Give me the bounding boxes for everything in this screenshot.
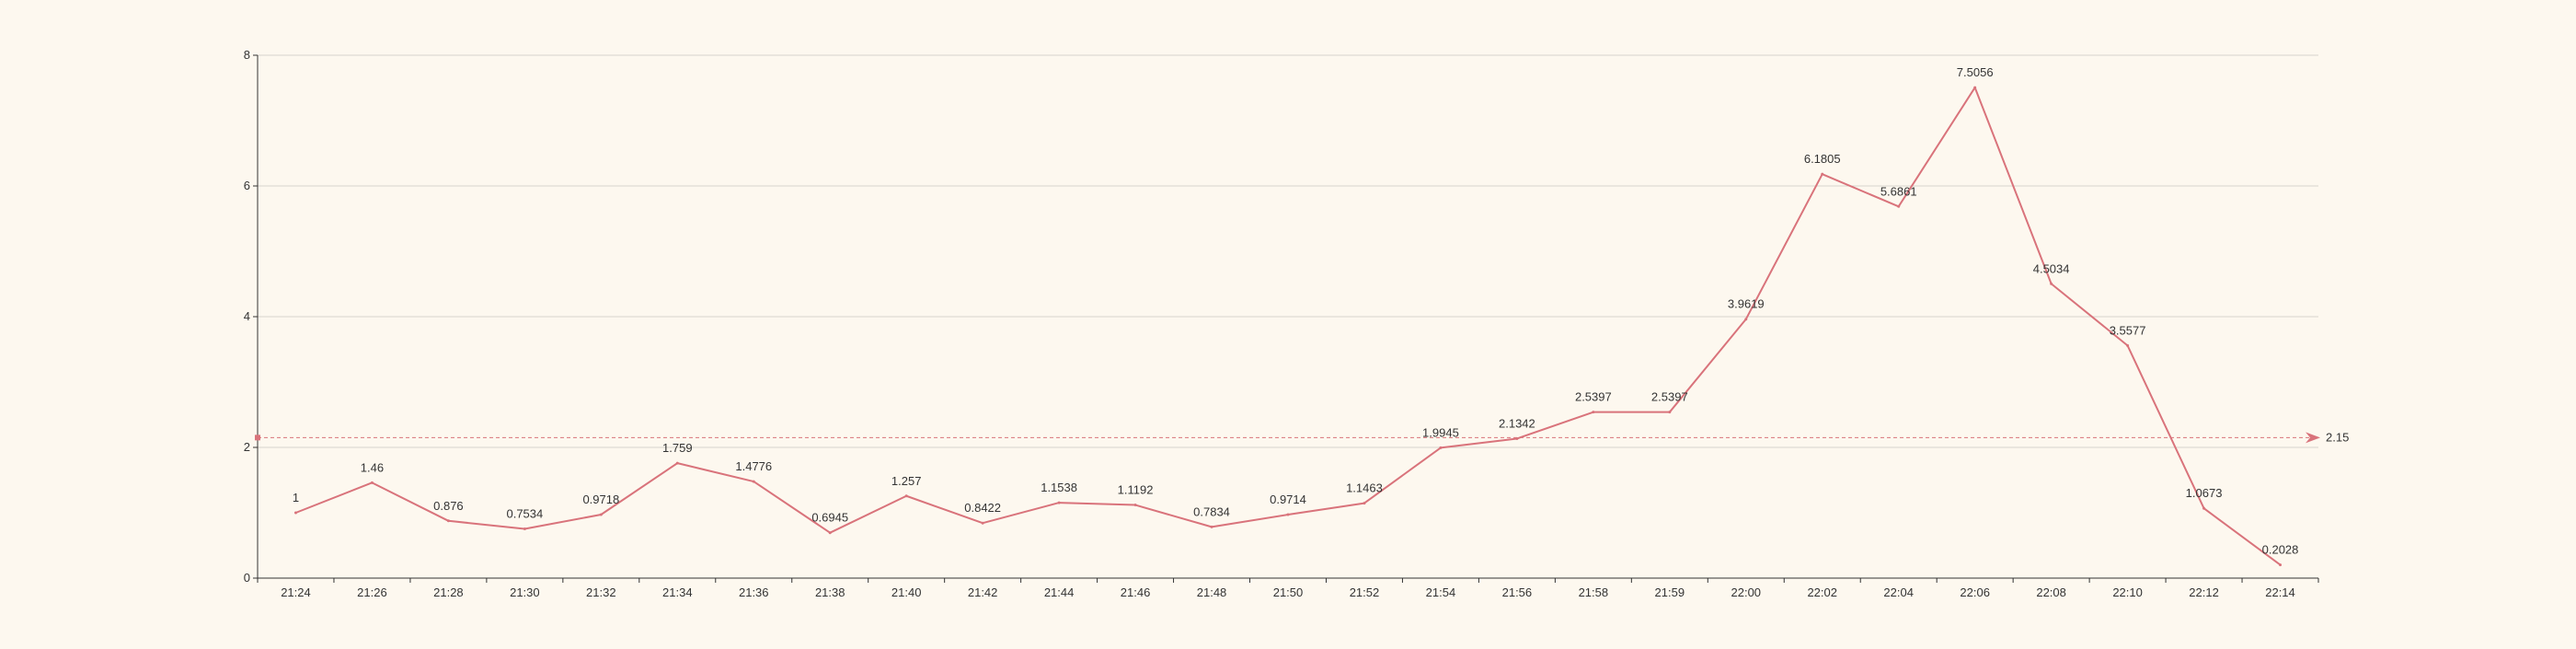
data-point [1286, 513, 1290, 516]
data-point [2279, 563, 2283, 567]
x-tick-label: 22:08 [2036, 585, 2066, 599]
data-label: 1.1192 [1118, 483, 1154, 497]
data-point [1363, 502, 1366, 505]
x-tick-label: 21:26 [357, 585, 387, 599]
x-tick-label: 21:46 [1121, 585, 1151, 599]
x-tick-label: 21:42 [968, 585, 998, 599]
data-label: 1.0673 [2186, 486, 2223, 500]
x-tick-label: 21:28 [433, 585, 464, 599]
markline-arrow-symbol [2306, 432, 2320, 444]
markline-label: 2.15 [2326, 430, 2349, 444]
data-label: 0.9714 [1270, 493, 1306, 506]
data-point [1897, 204, 1901, 208]
data-point [1210, 525, 1213, 528]
data-label: 2.5397 [1651, 390, 1688, 404]
data-point [1133, 504, 1137, 507]
data-label: 1.9945 [1422, 425, 1459, 439]
x-tick-label: 21:52 [1350, 585, 1380, 599]
data-point [1668, 411, 1672, 414]
x-tick-label: 21:58 [1579, 585, 1609, 599]
data-point [1973, 86, 1977, 89]
data-point [523, 527, 526, 531]
data-point [446, 519, 450, 523]
data-point [2126, 343, 2130, 347]
x-tick-label: 21:56 [1502, 585, 1533, 599]
data-point [370, 481, 374, 484]
label-layer: 1 1.46 0.876 0.7534 0.9718 1.759 1.4776 0.6945 1… [293, 65, 2299, 556]
grid-layer [258, 54, 2318, 448]
x-tick-label: 22:12 [2189, 585, 2219, 599]
data-point [752, 480, 755, 483]
x-tick-label: 22:02 [1807, 585, 1837, 599]
data-label: 4.5034 [2033, 261, 2070, 275]
data-label: 0.7834 [1193, 504, 1230, 518]
data-label: 1.1538 [1041, 481, 1077, 494]
x-tick-label: 21:54 [1426, 585, 1456, 599]
x-tick-label: 21:50 [1273, 585, 1304, 599]
x-tick-label: 21:48 [1197, 585, 1227, 599]
data-label: 5.6861 [1880, 184, 1917, 198]
x-tick-label: 21:24 [281, 585, 311, 599]
data-point [1821, 172, 1824, 176]
x-tick-label: 22:00 [1731, 585, 1762, 599]
data-label: 0.6945 [811, 511, 848, 525]
data-point [1057, 501, 1061, 504]
data-label: 1.759 [662, 441, 693, 455]
data-label: 3.9619 [1728, 297, 1765, 311]
x-tick-label: 21:30 [510, 585, 540, 599]
data-point [1439, 446, 1443, 449]
data-point [1515, 436, 1519, 440]
data-label: 1 [293, 491, 299, 504]
data-point [2050, 282, 2053, 285]
series-layer [293, 86, 2283, 567]
x-tick-label: 22:04 [1883, 585, 1914, 599]
data-point [599, 513, 603, 516]
data-label: 0.2028 [2262, 543, 2299, 557]
data-label: 3.5577 [2110, 323, 2146, 337]
x-tick-label: 22:06 [1960, 585, 1990, 599]
data-label: 0.7534 [506, 507, 543, 521]
data-point [981, 521, 984, 525]
data-label: 0.9718 [582, 493, 619, 506]
data-label: 2.1342 [1499, 416, 1535, 430]
x-tick-label: 21:32 [586, 585, 616, 599]
data-label: 1.1463 [1346, 481, 1383, 495]
x-tick-label: 21:38 [815, 585, 845, 599]
data-point [1744, 318, 1748, 321]
data-point [1592, 411, 1595, 414]
x-tick-label: 21:36 [739, 585, 769, 599]
y-tick-label: 0 [244, 571, 250, 585]
data-point [675, 461, 679, 465]
x-tick-label: 21:44 [1044, 585, 1075, 599]
data-label: 1.4776 [735, 459, 772, 473]
x-tick-label: 21:34 [662, 585, 693, 599]
data-label: 1.46 [361, 460, 384, 474]
data-point [828, 531, 832, 535]
x-tick-label: 22:14 [2265, 585, 2295, 599]
data-label: 0.876 [433, 499, 464, 513]
y-tick-label: 4 [244, 309, 250, 323]
data-label: 1.257 [891, 474, 922, 488]
data-label: 0.8422 [964, 501, 1001, 515]
data-label: 7.5056 [1957, 65, 1994, 79]
markline-layer: 2.15 [255, 430, 2349, 444]
data-label: 2.5397 [1575, 390, 1612, 404]
data-point [293, 511, 297, 515]
y-tick-label: 6 [244, 179, 250, 192]
x-tick-label: 21:40 [891, 585, 922, 599]
y-tick-label: 8 [244, 48, 250, 62]
x-tick-label: 22:10 [2112, 585, 2143, 599]
y-tick-label: 2 [244, 440, 250, 454]
data-label: 6.1805 [1804, 152, 1841, 166]
axis-layer: 0 2 4 6 8 21:24 21:26 21:28 21:30 21:32 21:34 21:36… [244, 48, 2319, 599]
data-point [904, 494, 908, 498]
data-point [2202, 506, 2206, 510]
x-tick-label: 21:59 [1655, 585, 1685, 599]
